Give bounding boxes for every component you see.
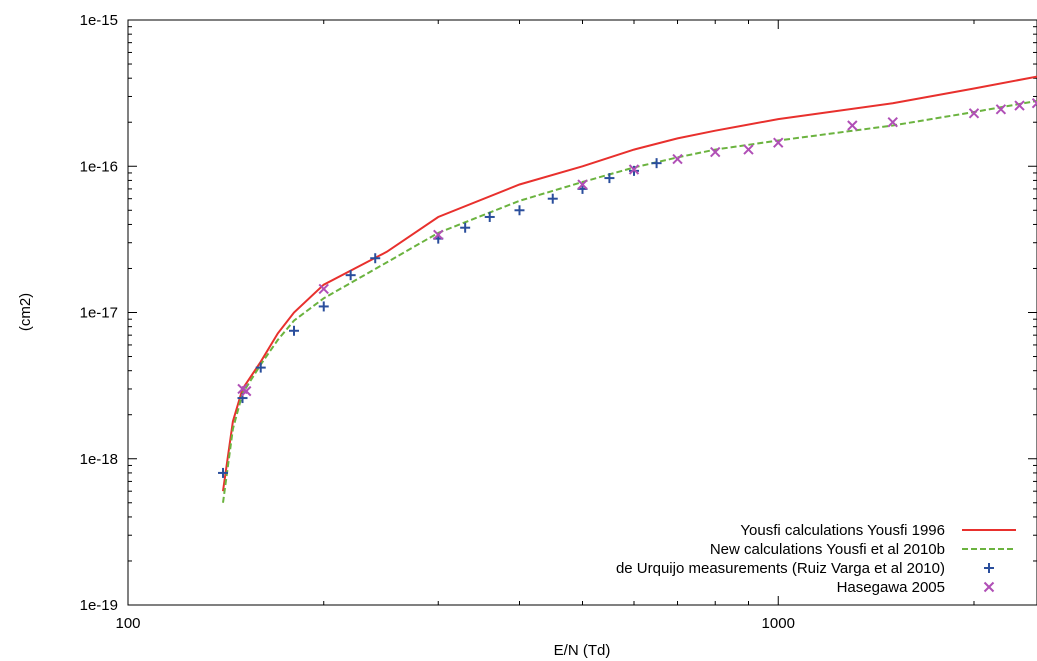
series-1 — [222, 99, 1037, 503]
legend-item: New calculations Yousfi et al 2010b — [710, 541, 1016, 558]
data-point-x — [847, 120, 858, 131]
data-point-plus — [318, 301, 329, 312]
data-point-x — [968, 108, 980, 119]
x-tick-label: 1000 — [762, 615, 795, 632]
data-point-x — [743, 144, 754, 155]
series-0 — [222, 75, 1037, 492]
data-point-x — [672, 153, 683, 165]
data-point-plus — [218, 467, 229, 478]
data-point-x — [318, 283, 329, 295]
legend-label: Yousfi calculations Yousfi 1996 — [740, 522, 945, 539]
data-point-x — [1031, 97, 1037, 109]
data-point-plus — [460, 222, 471, 233]
data-point-plus — [345, 270, 356, 281]
legend-label: Hasegawa 2005 — [837, 579, 945, 596]
series-line — [222, 75, 1037, 492]
data-point-x — [241, 385, 252, 397]
y-axis-label: (cm2) — [17, 293, 34, 331]
y-tick-label: 1e-16 — [80, 158, 118, 175]
series-line — [222, 99, 1037, 503]
data-point-x — [577, 179, 588, 190]
y-tick-label: 1e-19 — [80, 597, 118, 614]
data-point-plus — [651, 158, 662, 169]
data-point-plus — [370, 253, 381, 264]
data-point-plus — [514, 205, 525, 216]
legend: Yousfi calculations Yousfi 1996 New calcu… — [616, 522, 1016, 596]
legend-plus-swatch — [984, 563, 994, 573]
legend-item: Yousfi calculations Yousfi 1996 — [740, 522, 1016, 539]
legend-label: New calculations Yousfi et al 2010b — [710, 541, 945, 558]
data-point-x — [887, 117, 898, 128]
y-tick-label: 1e-18 — [80, 451, 118, 468]
data-point-plus — [288, 325, 299, 336]
x-axis-label: E/N (Td) — [554, 642, 611, 659]
data-point-plus — [604, 173, 615, 184]
data-point-x — [433, 229, 444, 240]
data-point-x — [1014, 100, 1025, 111]
series-layer — [218, 75, 1037, 503]
x-tick-label: 100 — [115, 615, 140, 632]
data-point-plus — [547, 193, 558, 204]
data-point-x — [628, 164, 640, 175]
data-point-plus — [255, 362, 266, 373]
data-point-plus — [484, 211, 495, 222]
data-point-x — [773, 137, 784, 148]
y-tick-label: 1e-15 — [80, 12, 118, 29]
data-point-x — [995, 104, 1007, 115]
series-3 — [237, 97, 1037, 397]
legend-item: de Urquijo measurements (Ruiz Varga et a… — [616, 560, 994, 577]
series-2 — [218, 158, 662, 478]
y-tick-label: 1e-17 — [80, 305, 118, 322]
legend-x-swatch — [983, 581, 995, 593]
plot-frame — [127, 19, 1037, 606]
axis-ticks: 1e-19 1e-18 1e-17 1e-16 1e-15 100 1000 — [80, 12, 1037, 632]
legend-item: Hasegawa 2005 — [837, 579, 995, 596]
legend-label: de Urquijo measurements (Ruiz Varga et a… — [616, 560, 945, 577]
data-point-x — [710, 146, 721, 158]
